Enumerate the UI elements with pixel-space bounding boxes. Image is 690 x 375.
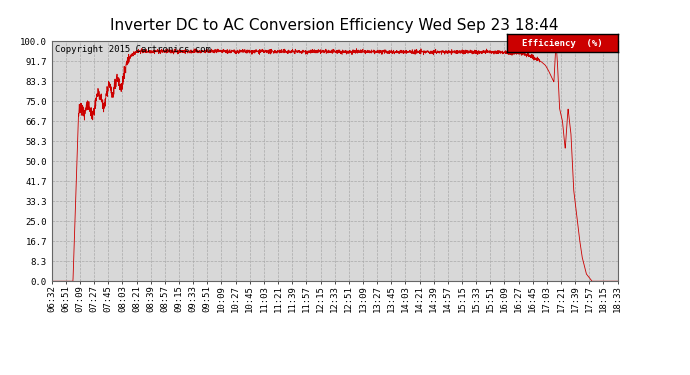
Text: Copyright 2015 Cartronics.com: Copyright 2015 Cartronics.com bbox=[55, 45, 210, 54]
Title: Inverter DC to AC Conversion Efficiency Wed Sep 23 18:44: Inverter DC to AC Conversion Efficiency … bbox=[110, 18, 559, 33]
